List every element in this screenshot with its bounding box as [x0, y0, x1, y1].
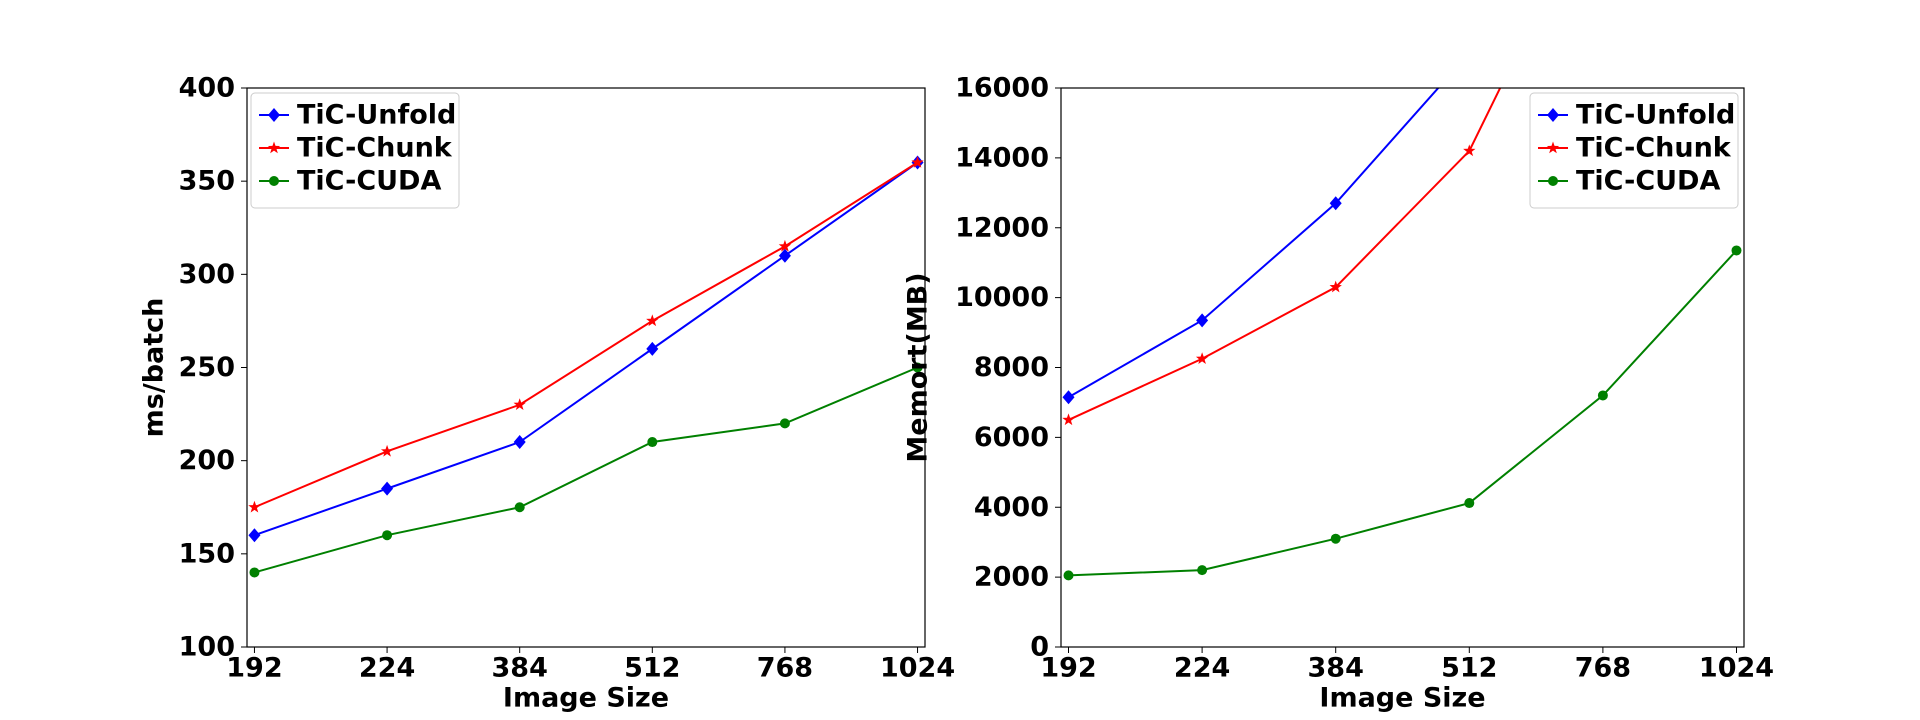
axes-frame [246, 87, 926, 648]
marker [248, 500, 261, 513]
marker [1195, 352, 1209, 365]
x-tick-label: 1024 [880, 653, 955, 684]
marker [1197, 565, 1208, 576]
x-axis-label: Image Size [1319, 683, 1485, 714]
marker [1196, 313, 1209, 328]
marker [1547, 108, 1559, 122]
legend-label: TiC-CUDA [297, 166, 441, 197]
marker [249, 567, 260, 578]
marker [778, 239, 792, 252]
legend-label: TiC-Unfold [297, 100, 456, 131]
x-tick-label: 224 [359, 653, 415, 684]
y-tick-label: 0 [1030, 632, 1049, 663]
marker [267, 141, 281, 154]
marker [268, 108, 280, 122]
y-tick-label: 400 [179, 73, 235, 104]
x-tick-label: 224 [1174, 653, 1230, 684]
legend-label: TiC-Chunk [297, 133, 453, 164]
marker [778, 248, 791, 263]
plot-area [248, 155, 924, 578]
x-tick-label: 768 [1575, 653, 1631, 684]
y-tick-label: 8000 [974, 352, 1049, 383]
marker [1546, 141, 1560, 154]
y-tick-label: 350 [179, 166, 235, 197]
series-line [254, 161, 919, 509]
series-line [1068, 249, 1738, 577]
series-line [1068, 88, 1440, 399]
marker [779, 418, 790, 429]
marker [382, 530, 393, 541]
y-tick-label: 200 [179, 445, 235, 476]
marker [1463, 46, 1475, 60]
axes-frame [1060, 87, 1745, 648]
legend-label: TiC-CUDA [1576, 166, 1720, 197]
marker [1463, 144, 1476, 157]
y-tick-label: 150 [179, 538, 235, 569]
marker [1063, 570, 1074, 581]
chart: 100 150 200 250 300 350 400 192 224 384 512 768 1024… [139, 73, 956, 714]
legend-box [1529, 92, 1739, 209]
marker [1597, 390, 1608, 401]
marker [1329, 280, 1342, 293]
x-tick-label: 192 [1040, 653, 1096, 684]
marker [646, 314, 659, 327]
y-axis-label: Memort(MB) [903, 272, 934, 462]
marker [1731, 245, 1742, 256]
y-tick-label: 4000 [974, 492, 1049, 523]
marker [912, 362, 923, 373]
x-tick-label: 768 [757, 653, 813, 684]
y-tick-label: 2000 [974, 562, 1049, 593]
marker [646, 341, 659, 356]
marker [514, 502, 525, 513]
x-tick-label: 512 [624, 653, 680, 684]
x-tick-label: 512 [1441, 653, 1497, 684]
marker [269, 176, 279, 186]
marker [1548, 176, 1558, 186]
marker [248, 528, 261, 543]
marker [1464, 498, 1475, 509]
marker [381, 481, 394, 496]
y-tick-label: 10000 [955, 282, 1049, 313]
x-tick-label: 192 [226, 653, 282, 684]
series-line [254, 366, 918, 574]
y-tick-label: 300 [179, 259, 235, 290]
plot-area [1062, 46, 1742, 581]
y-tick-label: 250 [179, 352, 235, 383]
marker [1329, 196, 1342, 211]
marker [1062, 390, 1075, 405]
legend-label: TiC-Chunk [1576, 133, 1732, 164]
x-tick-label: 384 [1308, 653, 1364, 684]
y-tick-label: 6000 [974, 422, 1049, 453]
y-axis-label: ms/batch [139, 298, 170, 438]
marker [1330, 533, 1341, 544]
chart: 0 2000 4000 6000 8000 10000 12000 14000 16000 192… [903, 46, 1775, 714]
y-tick-label: 100 [179, 632, 235, 663]
marker [1062, 413, 1075, 426]
y-tick-label: 16000 [955, 73, 1049, 104]
marker [380, 444, 394, 457]
legend-label: TiC-Unfold [1576, 100, 1735, 131]
marker [911, 156, 924, 168]
x-tick-label: 1024 [1699, 653, 1774, 684]
x-axis-label: Image Size [503, 683, 669, 714]
marker [513, 398, 526, 411]
series-line [254, 161, 919, 537]
legend-box [250, 92, 460, 209]
y-tick-label: 12000 [955, 212, 1049, 243]
marker [647, 437, 658, 448]
x-tick-label: 384 [492, 653, 548, 684]
y-tick-label: 14000 [955, 142, 1049, 173]
marker [513, 435, 526, 450]
